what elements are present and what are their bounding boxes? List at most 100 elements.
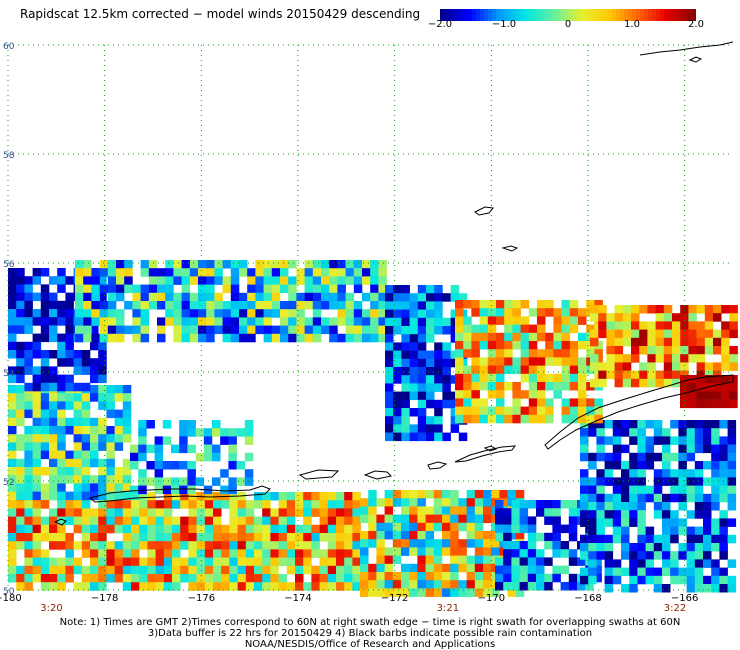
wind-cell bbox=[686, 420, 696, 429]
wind-cell bbox=[483, 539, 492, 548]
wind-cell bbox=[263, 309, 273, 318]
wind-cell bbox=[180, 533, 189, 542]
wind-cell bbox=[8, 500, 17, 509]
wind-cell bbox=[139, 574, 148, 583]
wind-cell bbox=[280, 284, 289, 294]
wind-cell bbox=[590, 305, 599, 314]
wind-cell bbox=[8, 385, 17, 394]
wind-cell bbox=[122, 574, 132, 583]
wind-cell bbox=[65, 401, 74, 410]
wind-cell bbox=[155, 541, 165, 550]
wind-cell bbox=[721, 391, 730, 400]
wind-cell bbox=[612, 436, 622, 445]
wind-cell bbox=[16, 385, 25, 394]
longitude-tick-label: −172 bbox=[381, 593, 408, 604]
wind-cell bbox=[561, 341, 571, 350]
wind-cell bbox=[98, 458, 107, 468]
wind-cell bbox=[295, 565, 304, 575]
wind-cell bbox=[172, 565, 181, 575]
colorbar-segment bbox=[584, 9, 589, 21]
wind-cell bbox=[278, 582, 288, 591]
wind-cell bbox=[49, 541, 58, 550]
wind-cell bbox=[561, 373, 571, 383]
wind-cell bbox=[678, 551, 687, 560]
wind-cell bbox=[370, 317, 379, 326]
wind-cell bbox=[24, 450, 33, 460]
wind-cell bbox=[65, 374, 74, 384]
wind-cell bbox=[81, 541, 91, 550]
wind-cell bbox=[653, 567, 663, 577]
wind-cell bbox=[580, 510, 589, 519]
wind-cell bbox=[288, 317, 297, 326]
wind-cell bbox=[204, 516, 214, 526]
wind-cell bbox=[604, 584, 614, 593]
wind-cell bbox=[637, 518, 646, 527]
wind-cell bbox=[696, 362, 706, 371]
wind-cell bbox=[537, 332, 546, 342]
wind-cell bbox=[704, 383, 714, 392]
wind-cell bbox=[165, 309, 174, 318]
wind-cell bbox=[138, 452, 147, 462]
wind-cell bbox=[222, 309, 232, 318]
colorbar-segment bbox=[596, 9, 601, 21]
colorbar-segment bbox=[484, 9, 489, 21]
wind-cell bbox=[637, 534, 646, 544]
wind-cell bbox=[466, 514, 476, 524]
wind-cell bbox=[703, 510, 712, 519]
wind-cell bbox=[417, 563, 426, 573]
wind-cell bbox=[466, 572, 476, 581]
wind-cell bbox=[321, 276, 330, 285]
wind-cell bbox=[483, 555, 492, 565]
wind-cell bbox=[16, 434, 25, 443]
wind-cell bbox=[206, 276, 215, 285]
wind-cell bbox=[270, 541, 279, 550]
wind-cell bbox=[401, 514, 410, 524]
wind-cell bbox=[512, 365, 521, 375]
wind-cell bbox=[239, 333, 248, 343]
wind-cell bbox=[694, 543, 704, 552]
wind-cell bbox=[32, 541, 42, 550]
wind-cell bbox=[401, 547, 410, 556]
wind-cell bbox=[401, 408, 410, 417]
wind-cell bbox=[337, 276, 346, 285]
wind-cell bbox=[612, 567, 622, 577]
coastline-aleutian-east bbox=[454, 445, 517, 463]
wind-cell bbox=[179, 485, 188, 495]
wind-cell bbox=[614, 354, 624, 363]
wind-cell bbox=[578, 341, 587, 350]
wind-cell bbox=[213, 574, 222, 583]
wind-cell bbox=[696, 399, 705, 409]
wind-cell bbox=[147, 516, 156, 526]
wind-cell bbox=[528, 341, 538, 350]
wind-cell bbox=[727, 584, 737, 593]
wind-cell bbox=[122, 508, 132, 517]
wind-cell bbox=[148, 292, 158, 302]
wind-cell bbox=[319, 549, 329, 558]
wind-cell bbox=[425, 539, 435, 548]
wind-cell bbox=[162, 436, 172, 445]
wind-cell bbox=[704, 370, 714, 380]
wind-cell bbox=[122, 434, 132, 443]
wind-cell bbox=[32, 442, 42, 451]
wind-cell bbox=[596, 485, 605, 495]
wind-cell bbox=[471, 373, 480, 383]
wind-cell bbox=[527, 565, 537, 575]
wind-cell bbox=[329, 333, 338, 343]
wind-cell bbox=[645, 551, 655, 560]
wind-cell bbox=[263, 301, 273, 310]
wind-cell bbox=[213, 541, 222, 550]
wind-cell bbox=[504, 357, 513, 366]
wind-cell bbox=[552, 549, 561, 558]
wind-cell bbox=[188, 557, 197, 567]
wind-cell bbox=[578, 414, 587, 424]
longitude-tick-label: −166 bbox=[671, 593, 698, 604]
wind-cell bbox=[81, 533, 91, 542]
wind-cell bbox=[163, 565, 173, 575]
colorbar-segment bbox=[664, 9, 669, 21]
wind-cell bbox=[442, 342, 451, 351]
wind-cell bbox=[495, 582, 504, 591]
wind-cell bbox=[631, 305, 640, 314]
wind-cell bbox=[507, 490, 517, 499]
wind-cell bbox=[426, 350, 435, 360]
wind-cell bbox=[263, 276, 273, 285]
